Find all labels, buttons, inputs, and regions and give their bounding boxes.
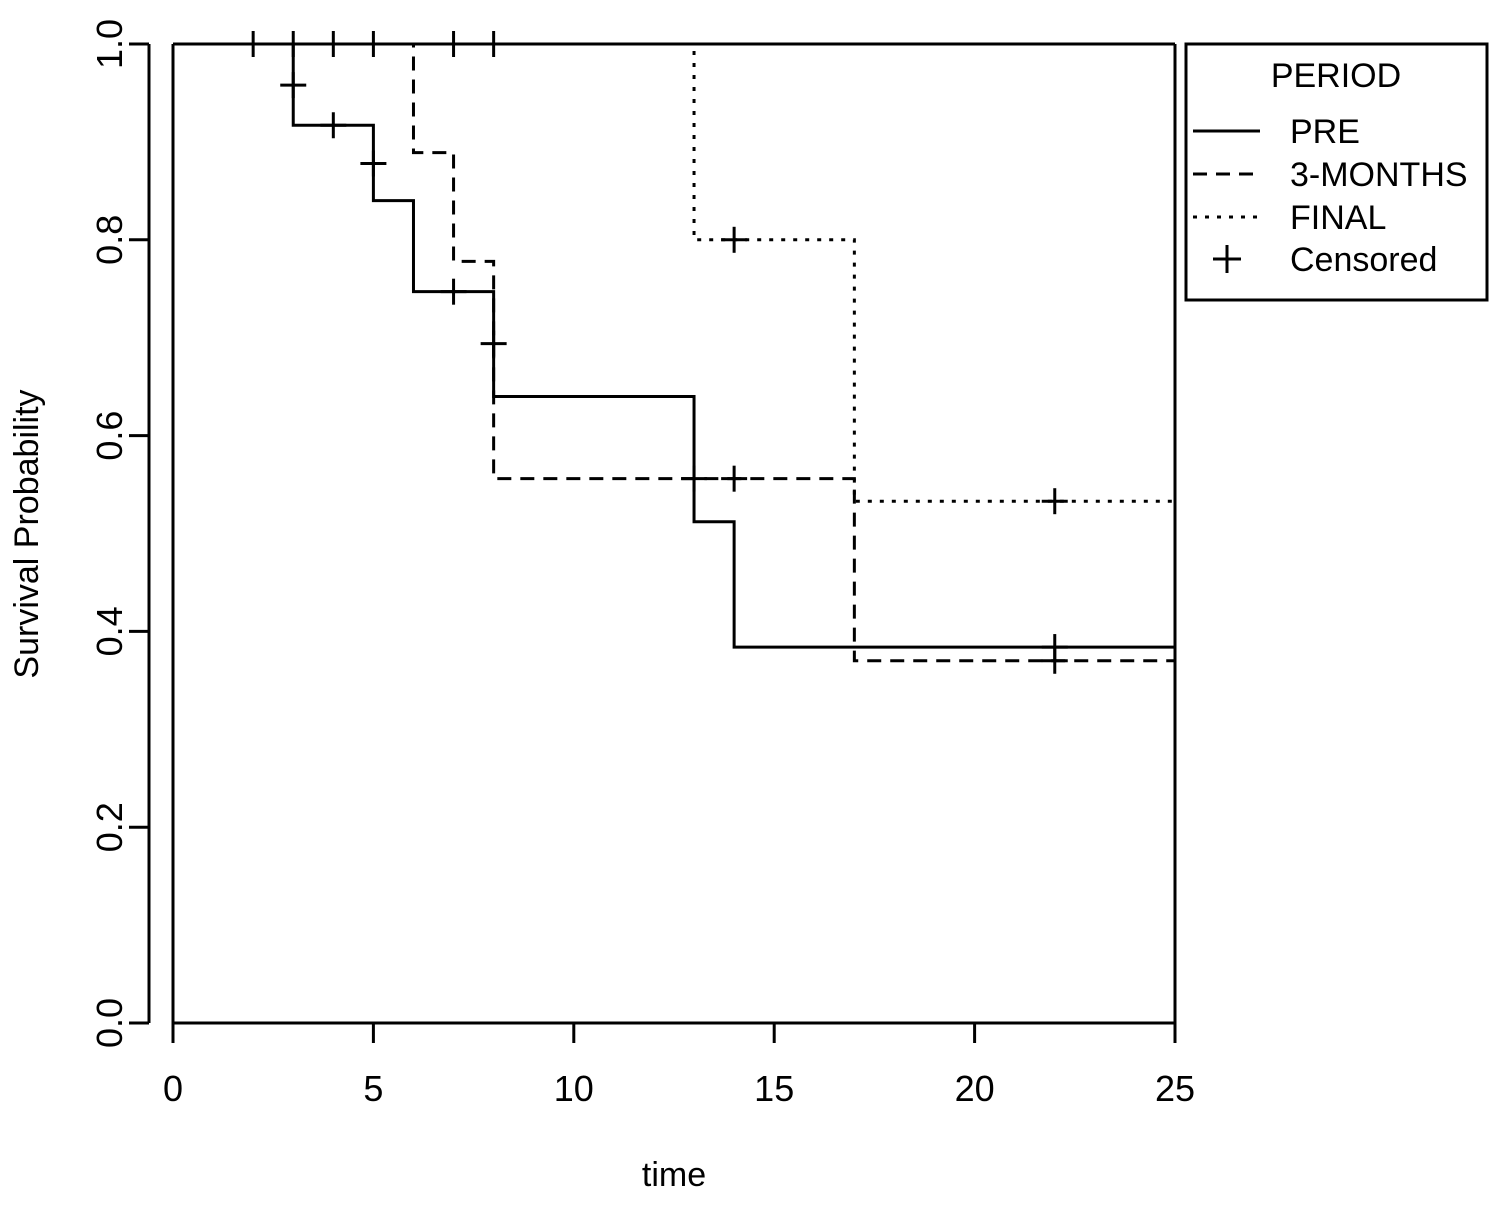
- y-tick-label: 0.2: [89, 802, 130, 852]
- legend-censored-marker: [1213, 245, 1241, 273]
- censored-marker-final: [721, 226, 748, 253]
- censored-marker-3-months: [1041, 647, 1068, 674]
- censored-marker-pre: [320, 112, 347, 139]
- legend-box: [1184, 42, 1489, 302]
- y-tick-label: 1.0: [89, 19, 130, 69]
- axes: 0 5 10 15 20 25 0.0 0.2 0.4 0.6 0.8 1.0: [89, 19, 1195, 1109]
- censored-marker-3-months: [721, 465, 748, 492]
- y-tick-label: 0.8: [89, 215, 130, 265]
- plot-area: [173, 31, 1175, 674]
- x-tick-label: 25: [1155, 1068, 1195, 1109]
- legend-title: PERIOD: [1271, 57, 1401, 95]
- series-line-final: [173, 42, 1175, 503]
- y-tick-label: 0.0: [89, 998, 130, 1048]
- censored-marker-pre: [360, 150, 387, 177]
- x-tick-label: 5: [363, 1068, 383, 1109]
- x-tick-label: 10: [554, 1068, 594, 1109]
- legend-label-pre: PRE: [1290, 113, 1360, 151]
- x-tick-label: 15: [754, 1068, 794, 1109]
- censored-marker-pre: [440, 278, 467, 305]
- legend-label-3-months: 3-MONTHS: [1290, 156, 1468, 194]
- legend: PERIOD PRE 3-MONTHS FINAL Censored: [1184, 42, 1489, 302]
- y-tick-label: 0.4: [89, 606, 130, 656]
- series-line-pre: [173, 42, 1175, 649]
- x-tick-label: 0: [163, 1068, 183, 1109]
- x-axis-title: time: [642, 1156, 706, 1194]
- censored-marker-3-months: [681, 465, 708, 492]
- legend-label-censored: Censored: [1290, 241, 1437, 279]
- y-axis-title: Survival Probability: [8, 389, 46, 678]
- series-line-3-months: [173, 42, 1175, 663]
- legend-label-final: FINAL: [1290, 199, 1386, 237]
- censored-marker-pre: [280, 72, 307, 99]
- y-tick-label: 0.6: [89, 411, 130, 461]
- censored-marker-final: [1041, 488, 1068, 515]
- x-tick-label: 20: [955, 1068, 995, 1109]
